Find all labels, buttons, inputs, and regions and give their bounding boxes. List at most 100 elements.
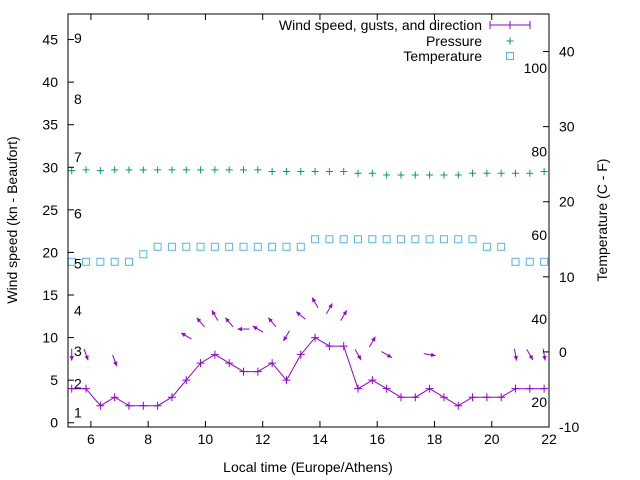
temperature-point [468, 235, 477, 244]
wind-direction-arrowhead [181, 332, 187, 338]
wind-speed-point [368, 376, 377, 385]
legend-label: Pressure [426, 33, 482, 49]
wind-speed-point [339, 342, 348, 351]
temperature-point [325, 235, 334, 244]
y-left-tick-label: 0 [50, 415, 58, 431]
wind-speed-point [110, 393, 119, 402]
wind-direction-arrowhead [342, 310, 347, 316]
beaufort-scale-label: 7 [74, 149, 82, 165]
wind-speed-point [525, 384, 534, 393]
y-right-tick-label: 10 [559, 269, 575, 285]
wind-speed-point [124, 401, 133, 410]
wind-direction-arrowhead [268, 317, 273, 323]
legend-label: Wind speed, gusts, and direction [279, 17, 482, 33]
y-left-tick-label: 25 [42, 202, 58, 218]
y-right-tick-label: 0 [559, 344, 567, 360]
pressure-point [111, 166, 119, 174]
x-tick-label: 10 [198, 431, 214, 447]
temperature-point [311, 235, 320, 244]
wind-speed-point [468, 393, 477, 402]
pressure-point [497, 169, 505, 177]
pressure-point [483, 169, 491, 177]
fahrenheit-scale-label: 80 [531, 143, 547, 159]
pressure-point [325, 168, 333, 176]
wind-speed-point [454, 401, 463, 410]
temperature-point [296, 242, 305, 251]
temperature-point [511, 257, 520, 266]
wind-speed-point [482, 393, 491, 402]
wind-direction-arrowhead [296, 311, 302, 317]
temperature-point [439, 235, 448, 244]
temperature-point [82, 257, 91, 266]
beaufort-scale-label: 1 [74, 405, 82, 421]
beaufort-scale-label: 6 [74, 205, 82, 221]
wind-direction-arrowhead [113, 361, 118, 367]
pressure-point [469, 169, 477, 177]
wind-speed-point [282, 376, 291, 385]
wind-speed-point [540, 384, 549, 393]
pressure-point [411, 171, 419, 179]
pressure-point [440, 171, 448, 179]
wind-direction-arrowhead [312, 297, 317, 303]
wind-direction-arrowhead [430, 352, 436, 358]
pressure-point [354, 169, 362, 177]
x-tick-label: 20 [484, 431, 500, 447]
temperature-point [525, 257, 534, 266]
pressure-point [512, 169, 520, 177]
y-right-tick-label: 20 [559, 194, 575, 210]
temperature-point [139, 250, 148, 259]
y-left-tick-label: 35 [42, 117, 58, 133]
wind-direction-arrowhead [237, 326, 243, 332]
y-axis-right-label: Temperature (C - F) [594, 159, 610, 282]
fahrenheit-scale-label: 20 [531, 394, 547, 410]
wind-direction-arrowhead [542, 355, 547, 361]
temperature-point [339, 235, 348, 244]
temperature-point [382, 235, 391, 244]
pressure-point [197, 166, 205, 174]
wind-speed-point [225, 359, 234, 368]
temperature-point [282, 242, 291, 251]
wind-speed-point [67, 384, 76, 393]
pressure-point [139, 166, 147, 174]
wind-direction-arrowhead [196, 317, 202, 323]
pressure-point [297, 168, 305, 176]
wind-direction-arrowhead [84, 355, 89, 361]
wind-speed-point [439, 393, 448, 402]
wind-direction-arrowhead [328, 303, 333, 309]
beaufort-scale-label: 8 [74, 91, 82, 107]
wind-speed-point [167, 393, 176, 402]
wind-speed-point [210, 350, 219, 359]
pressure-point [82, 166, 90, 174]
pressure-point [125, 166, 133, 174]
wind-speed-point [196, 359, 205, 368]
wind-speed-point [153, 401, 162, 410]
pressure-point [68, 167, 76, 175]
x-tick-label: 16 [369, 431, 385, 447]
temperature-point [425, 235, 434, 244]
temperature-point [411, 235, 420, 244]
fahrenheit-scale-label: 60 [531, 227, 547, 243]
beaufort-scale-label: 3 [74, 343, 82, 359]
y-right-tick-label: -10 [559, 419, 579, 435]
wind-speed-point [239, 367, 248, 376]
fahrenheit-scale-label: 100 [524, 60, 548, 76]
wind-speed-point [497, 393, 506, 402]
wind-speed-point [354, 384, 363, 393]
pressure-point [225, 166, 233, 174]
wind-speed-point [268, 359, 277, 368]
pressure-point [282, 168, 290, 176]
temperature-point [497, 242, 506, 251]
temperature-point [239, 242, 248, 251]
pressure-point [154, 166, 162, 174]
x-tick-label: 8 [144, 431, 152, 447]
temperature-point [110, 257, 119, 266]
temperature-point [354, 235, 363, 244]
pressure-point [526, 169, 534, 177]
x-tick-label: 18 [427, 431, 443, 447]
wind-direction-arrowhead [386, 353, 392, 358]
wind-speed-point [253, 367, 262, 376]
temperature-point [182, 242, 191, 251]
pressure-point [168, 166, 176, 174]
wind-direction-arrowhead [252, 326, 258, 331]
